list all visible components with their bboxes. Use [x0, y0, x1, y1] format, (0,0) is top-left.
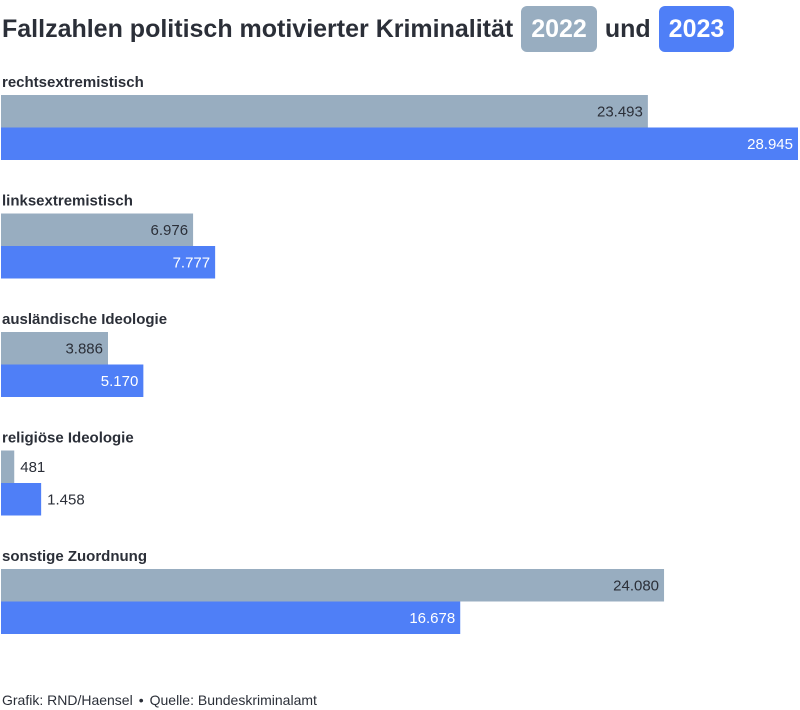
- footer-quelle: Quelle: Bundeskriminalamt: [149, 692, 317, 708]
- footer-credits: Grafik: RND/Haensel • Quelle: Bundeskrimin…: [2, 692, 317, 708]
- footer-grafik: Grafik: RND/Haensel: [2, 692, 133, 708]
- bar-2022: [1, 569, 665, 602]
- bar-value-label: 6.976: [151, 222, 189, 239]
- title-connector: und: [604, 14, 651, 43]
- bar-2023: [1, 364, 144, 397]
- legend-badge-2023: 2023: [658, 6, 735, 52]
- bar-2023: [1, 246, 216, 279]
- bar-2023: [1, 127, 798, 160]
- bar-value-label: 1.458: [47, 491, 85, 508]
- bar-value-label: 481: [20, 459, 45, 476]
- category-label: religiöse Ideologie: [2, 430, 134, 447]
- bar-value-label: 7.777: [173, 254, 211, 271]
- bar-value-label: 24.080: [613, 577, 659, 594]
- bar-2022: [1, 95, 648, 128]
- bar-2023: [1, 601, 461, 634]
- bar-2022: [1, 450, 15, 483]
- bar-value-label: 3.886: [65, 340, 103, 357]
- category-label: sonstige Zuordnung: [2, 548, 147, 565]
- bar-value-label: 16.678: [409, 610, 455, 627]
- chart-title: Fallzahlen politisch motivierter Krimina…: [2, 6, 742, 52]
- footer-separator: •: [138, 692, 144, 708]
- title-text: Fallzahlen politisch motivierter Krimina…: [2, 14, 514, 43]
- category-label: ausländische Ideologie: [2, 311, 167, 328]
- bar-value-label: 28.945: [747, 136, 793, 153]
- bar-2022: [1, 332, 109, 365]
- legend-badge-2022: 2022: [521, 6, 597, 52]
- category-label: linksextremistisch: [2, 193, 133, 210]
- bar-value-label: 23.493: [597, 103, 643, 120]
- bar-chart: rechtsextremistisch 23.493 28.945 linksextr…: [1, 74, 798, 634]
- bar-2023: [1, 483, 42, 516]
- bar-2022: [1, 213, 194, 246]
- category-label: rechtsextremistisch: [2, 74, 144, 91]
- bar-value-label: 5.170: [101, 373, 139, 390]
